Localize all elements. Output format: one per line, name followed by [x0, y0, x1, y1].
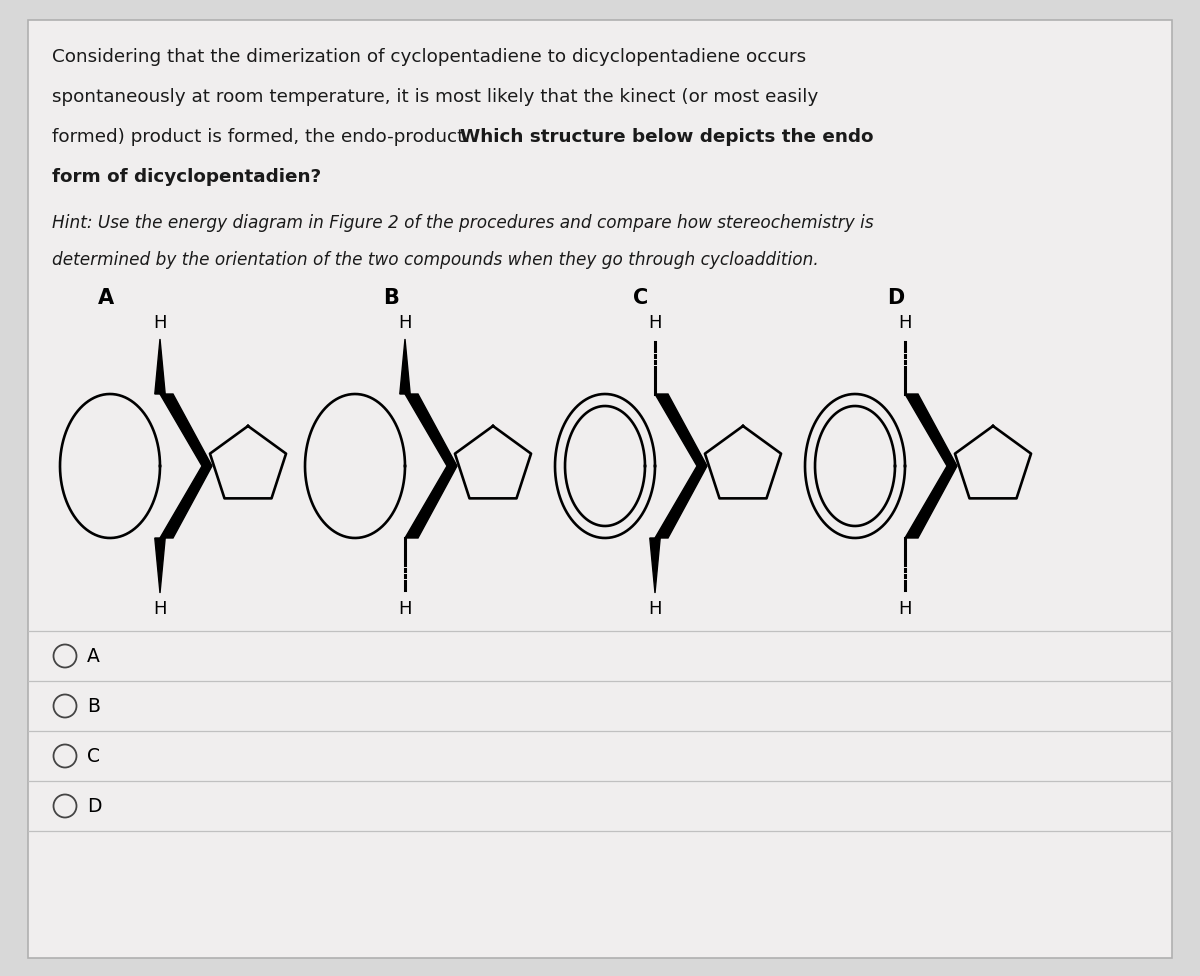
Text: A: A	[88, 646, 100, 666]
Text: B: B	[88, 697, 100, 715]
Text: H: H	[398, 314, 412, 332]
Polygon shape	[905, 394, 958, 538]
Text: C: C	[88, 747, 100, 765]
Text: C: C	[634, 288, 648, 308]
Polygon shape	[655, 394, 707, 538]
Text: D: D	[88, 796, 102, 816]
Text: Which structure below depicts the endo: Which structure below depicts the endo	[460, 128, 874, 146]
Text: form of dicyclopentadien?: form of dicyclopentadien?	[52, 168, 322, 186]
Text: H: H	[648, 314, 661, 332]
Polygon shape	[400, 339, 410, 394]
Polygon shape	[406, 394, 457, 538]
Text: Hint: Use the energy diagram in Figure 2 of the procedures and compare how stere: Hint: Use the energy diagram in Figure 2…	[52, 214, 874, 232]
Text: Considering that the dimerization of cyclopentadiene to dicyclopentadiene occurs: Considering that the dimerization of cyc…	[52, 48, 806, 66]
FancyBboxPatch shape	[28, 20, 1172, 958]
Polygon shape	[650, 538, 660, 593]
Text: H: H	[154, 314, 167, 332]
Text: H: H	[648, 600, 661, 618]
Text: determined by the orientation of the two compounds when they go through cycloadd: determined by the orientation of the two…	[52, 251, 818, 269]
Polygon shape	[160, 394, 212, 538]
Text: D: D	[887, 288, 905, 308]
Text: spontaneously at room temperature, it is most likely that the kinect (or most ea: spontaneously at room temperature, it is…	[52, 88, 818, 106]
Text: H: H	[899, 314, 912, 332]
Text: formed) product is formed, the endo-product.: formed) product is formed, the endo-prod…	[52, 128, 476, 146]
Text: H: H	[398, 600, 412, 618]
Text: A: A	[98, 288, 114, 308]
Text: H: H	[899, 600, 912, 618]
Polygon shape	[155, 339, 166, 394]
Text: H: H	[154, 600, 167, 618]
Text: B: B	[383, 288, 398, 308]
Polygon shape	[155, 538, 166, 593]
